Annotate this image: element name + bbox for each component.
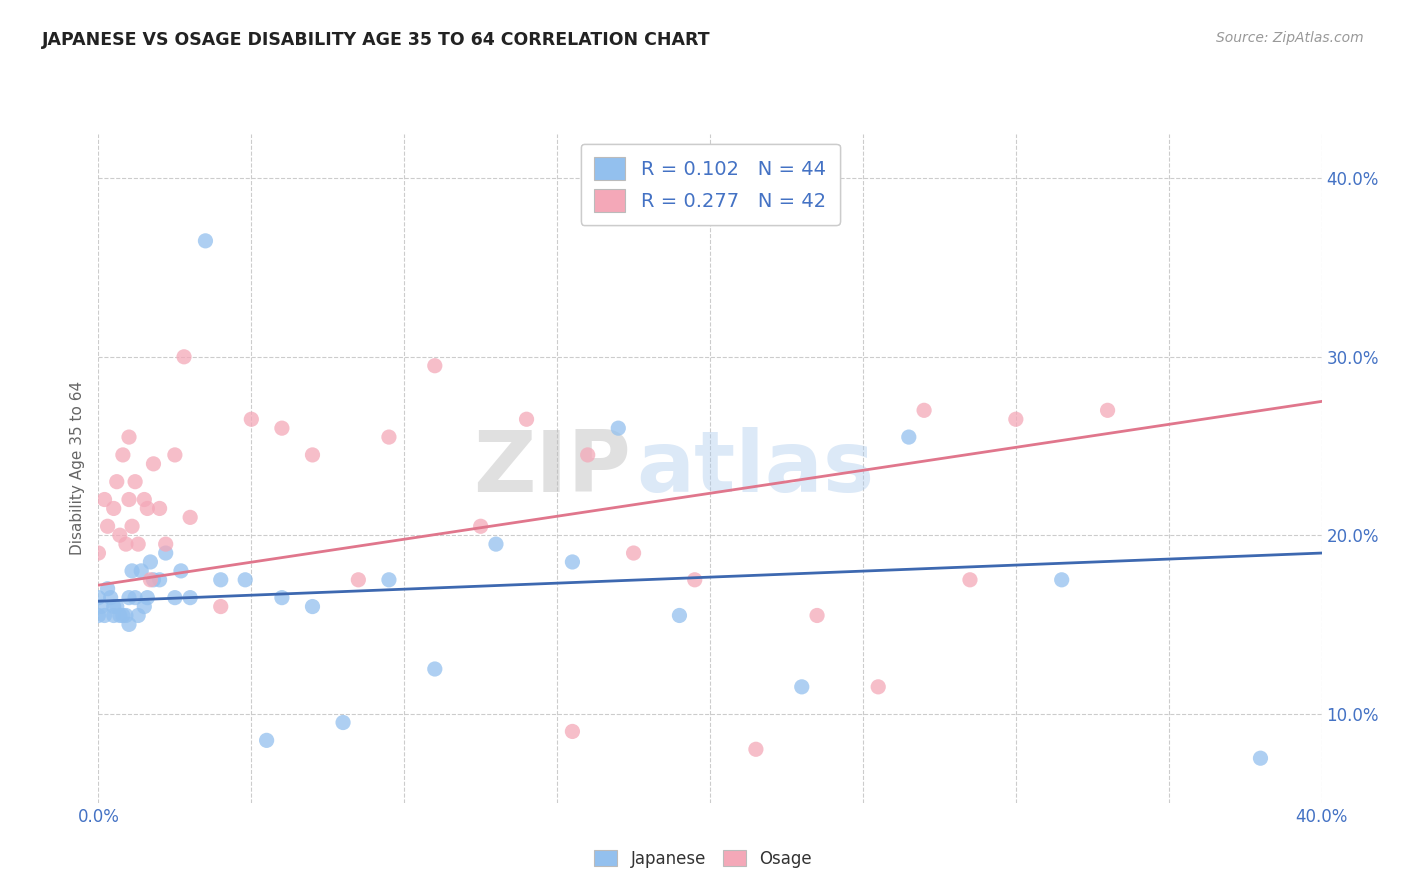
Point [93, 608, 115, 623]
Point [170, 564, 193, 578]
Point [118, 617, 141, 632]
Point [87, 591, 110, 605]
Point [194, 234, 217, 248]
Point [1004, 412, 1026, 426]
Point [127, 537, 149, 551]
Point [115, 537, 138, 551]
Point [561, 724, 583, 739]
Point [470, 519, 492, 533]
Point [209, 573, 232, 587]
Point [124, 591, 146, 605]
Point [136, 501, 159, 516]
Point [1097, 403, 1119, 417]
Point [136, 591, 159, 605]
Point [270, 421, 292, 435]
Point [121, 564, 143, 578]
Point [623, 546, 645, 560]
Point [155, 546, 177, 560]
Point [561, 555, 583, 569]
Text: Source: ZipAtlas.com: Source: ZipAtlas.com [1216, 31, 1364, 45]
Legend: R = 0.102   N = 44, R = 0.277   N = 42: R = 0.102 N = 44, R = 0.277 N = 42 [581, 144, 839, 226]
Point [134, 599, 156, 614]
Text: JAPANESE VS OSAGE DISABILITY AGE 35 TO 64 CORRELATION CHART: JAPANESE VS OSAGE DISABILITY AGE 35 TO 6… [42, 31, 711, 49]
Point [790, 680, 813, 694]
Point [806, 608, 828, 623]
Point [90, 599, 112, 614]
Point [233, 573, 256, 587]
Point [270, 591, 292, 605]
Point [897, 430, 920, 444]
Point [103, 501, 125, 516]
Text: ZIP: ZIP [472, 426, 630, 510]
Point [683, 573, 706, 587]
Point [127, 608, 149, 623]
Point [97, 519, 120, 533]
Point [1050, 573, 1073, 587]
Point [142, 457, 165, 471]
Point [173, 350, 195, 364]
Point [301, 599, 323, 614]
Point [179, 510, 201, 524]
Point [576, 448, 599, 462]
Y-axis label: Disability Age 35 to 64: Disability Age 35 to 64 [69, 381, 84, 556]
Point [256, 733, 278, 747]
Point [111, 608, 134, 623]
Point [912, 403, 935, 417]
Point [347, 573, 370, 587]
Point [134, 492, 156, 507]
Point [745, 742, 768, 756]
Legend: Japanese, Osage: Japanese, Osage [588, 844, 818, 875]
Point [959, 573, 981, 587]
Point [105, 475, 128, 489]
Point [301, 448, 323, 462]
Point [108, 528, 131, 542]
Point [155, 537, 177, 551]
Text: atlas: atlas [637, 426, 875, 510]
Point [163, 448, 186, 462]
Point [163, 591, 186, 605]
Point [124, 475, 146, 489]
Point [108, 608, 131, 623]
Point [423, 359, 446, 373]
Point [485, 537, 508, 551]
Point [139, 555, 162, 569]
Point [118, 492, 141, 507]
Point [378, 573, 401, 587]
Point [93, 492, 115, 507]
Point [607, 421, 630, 435]
Point [118, 591, 141, 605]
Point [105, 599, 128, 614]
Point [1249, 751, 1271, 765]
Point [209, 599, 232, 614]
Point [103, 608, 125, 623]
Point [139, 573, 162, 587]
Point [97, 582, 120, 596]
Point [868, 680, 890, 694]
Point [118, 430, 141, 444]
Point [115, 608, 138, 623]
Point [516, 412, 538, 426]
Point [240, 412, 263, 426]
Point [149, 501, 172, 516]
Point [111, 448, 134, 462]
Point [87, 608, 110, 623]
Point [179, 591, 201, 605]
Point [668, 608, 690, 623]
Point [100, 591, 122, 605]
Point [87, 546, 110, 560]
Point [121, 519, 143, 533]
Point [378, 430, 401, 444]
Point [103, 599, 125, 614]
Point [149, 573, 172, 587]
Point [129, 564, 152, 578]
Point [332, 715, 354, 730]
Point [142, 573, 165, 587]
Point [423, 662, 446, 676]
